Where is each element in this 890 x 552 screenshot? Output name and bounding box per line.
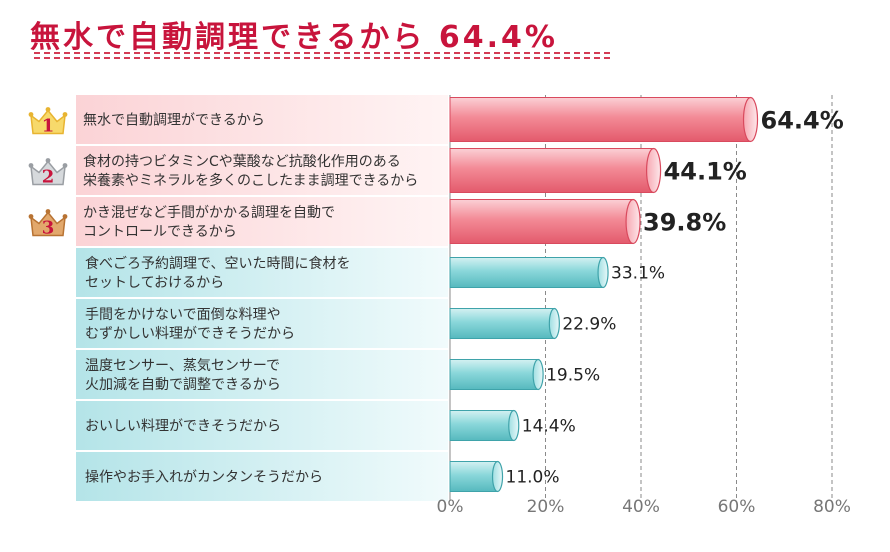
category-label: かき混ぜなど手間がかかる調理を自動で — [83, 205, 335, 221]
category-row-bg — [76, 146, 448, 195]
value-label: 64.4% — [761, 107, 844, 135]
category-label: 温度センサー、蒸気センサーで — [85, 358, 280, 374]
x-tick-label: 80% — [813, 497, 851, 517]
crown-jewel-icon — [28, 163, 34, 168]
crown-jewel-icon — [45, 107, 51, 112]
x-tick-label: 20% — [527, 497, 565, 517]
value-label: 19.5% — [546, 366, 600, 386]
category-label: 手間をかけないで面倒な料理や — [85, 307, 281, 323]
category-row-bg — [76, 95, 448, 144]
category-row-bg — [76, 197, 448, 246]
category-row-bg — [76, 350, 448, 399]
bar — [449, 461, 499, 492]
bar — [449, 199, 634, 244]
category-label: 栄養素やミネラルを多くのこしたまま調理できるから — [83, 172, 418, 189]
category-label: 操作やお手入れがカンタンそうだから — [85, 470, 323, 486]
crown-jewel-icon — [62, 163, 68, 168]
bar-cap — [532, 358, 544, 391]
crown-icon — [30, 109, 66, 135]
category-row-bg — [76, 248, 448, 297]
crown-jewel-icon — [28, 112, 34, 117]
category-label: 食べごろ予約調理で、空いた時間に食材を — [85, 255, 350, 272]
category-row-bg — [76, 452, 448, 501]
bar — [449, 257, 604, 288]
chart-title: 無水で自動調理できるから 64.4% — [30, 20, 558, 55]
bar-cap — [645, 147, 662, 194]
bar — [449, 410, 515, 441]
x-tick-label: 0% — [437, 497, 464, 517]
crown-jewel-icon — [28, 214, 34, 219]
value-label: 11.0% — [506, 468, 560, 488]
crown-jewel-icon — [62, 214, 68, 219]
category-label: 無水で自動調理ができるから — [83, 113, 265, 129]
bar-cap — [625, 198, 641, 245]
category-label: セットしておけるから — [85, 275, 224, 291]
bar-cap — [491, 460, 504, 493]
crown-jewel-icon — [45, 209, 51, 214]
category-row-bg — [76, 299, 448, 348]
bar — [449, 97, 752, 142]
x-tick-label: 60% — [718, 497, 756, 517]
bar — [449, 148, 655, 193]
category-label: むずかしい料理ができそうだから — [85, 326, 295, 342]
category-label: おいしい料理ができそうだから — [85, 419, 281, 435]
bar — [449, 359, 539, 390]
category-label: コントロールできるから — [83, 224, 237, 240]
value-label: 33.1% — [611, 264, 665, 284]
bar — [449, 308, 555, 339]
bar-cap — [742, 96, 759, 143]
bar-cap — [597, 256, 609, 289]
category-label: 食材の持つビタミンCや葉酸など抗酸化作用のある — [83, 153, 401, 170]
crown-jewel-icon — [62, 112, 68, 117]
value-label: 39.8% — [643, 209, 726, 237]
bar-cap — [508, 409, 520, 442]
value-label: 14.4% — [522, 417, 576, 437]
value-label: 44.1% — [664, 158, 747, 186]
rank-number: 2 — [42, 167, 55, 188]
category-row-bg — [76, 401, 448, 450]
bar-cap — [548, 307, 560, 340]
rank-number: 1 — [42, 116, 55, 137]
crown-jewel-icon — [45, 158, 51, 163]
category-label: 火加減を自動で調整できるから — [85, 376, 281, 393]
crown-icon — [30, 160, 66, 186]
x-tick-label: 40% — [622, 497, 660, 517]
title-rule-bottom — [34, 57, 610, 59]
crown-icon — [30, 211, 66, 237]
title-rule-top — [34, 52, 610, 54]
rank-number: 3 — [42, 218, 55, 239]
value-label: 22.9% — [562, 315, 616, 335]
